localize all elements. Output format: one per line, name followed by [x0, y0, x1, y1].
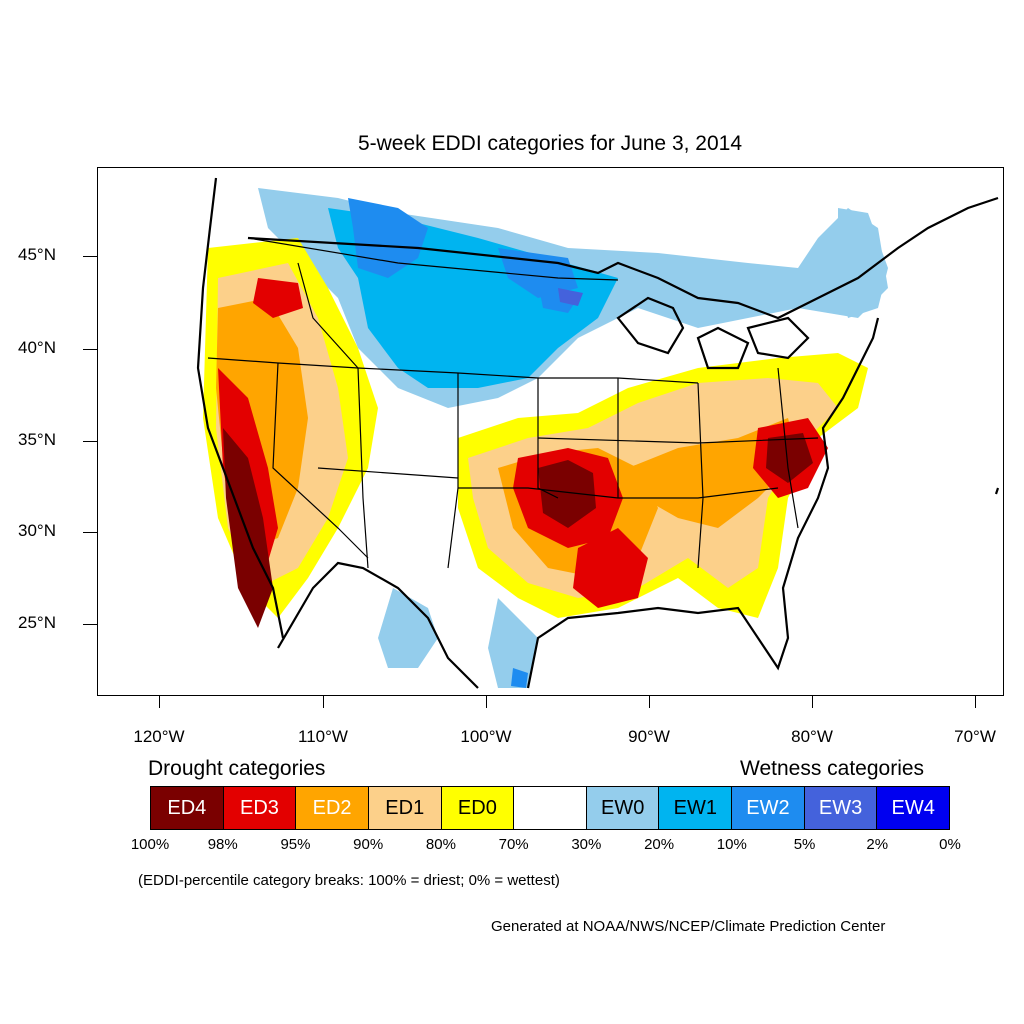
legend-box-ed3: ED3 — [223, 787, 297, 829]
lon-tick-90 — [649, 696, 650, 708]
percentile-label: 100% — [130, 836, 170, 853]
wet-region-ew1-northeast — [838, 208, 888, 318]
legend-box-ew4: EW4 — [877, 787, 950, 829]
lat-tick-25 — [83, 624, 97, 625]
lat-label-25: 25°N — [18, 613, 56, 632]
wet-region-ew3-patch — [558, 288, 583, 306]
percentile-label: 20% — [644, 836, 675, 853]
percentile-label: 80% — [425, 836, 456, 853]
percentile-label: 2% — [866, 836, 889, 853]
legend-colorbar: ED4 ED3 ED2 ED1 ED0 EW0 EW1 EW2 EW3 EW4 — [150, 786, 950, 830]
legend-box-ew0: EW0 — [586, 787, 660, 829]
lat-tick-30 — [83, 532, 97, 533]
lon-label-70: 70°W — [954, 727, 996, 746]
map-panel — [97, 167, 1004, 696]
state-boundaries — [207, 237, 819, 569]
percentile-label: 5% — [793, 836, 816, 853]
legend-box-ed4: ED4 — [151, 787, 224, 829]
lon-label-110: 110°W — [298, 727, 348, 746]
percentile-label: 30% — [571, 836, 602, 853]
drought-heading: Drought categories — [148, 757, 326, 780]
percentile-label: 98% — [207, 836, 238, 853]
legend-box-ed2: ED2 — [296, 787, 369, 829]
lon-label-100: 100°W — [460, 727, 512, 746]
lat-label-45: 45°N — [18, 245, 56, 264]
legend-box-ew1: EW1 — [659, 787, 733, 829]
lon-tick-80 — [812, 696, 813, 708]
drought-region-ed2 — [216, 298, 798, 578]
lon-tick-120 — [159, 696, 160, 708]
lon-tick-110 — [323, 696, 324, 708]
percentile-label: 70% — [498, 836, 529, 853]
legend-box-ew2: EW2 — [732, 787, 805, 829]
lon-tick-100 — [486, 696, 487, 708]
legend-box-ew3: EW3 — [804, 787, 878, 829]
coastline — [196, 177, 1000, 689]
lat-label-30: 30°N — [18, 521, 56, 540]
eddi-map — [196, 177, 1000, 689]
lon-label-80: 80°W — [791, 727, 833, 746]
credit-line: Generated at NOAA/NWS/NCEP/Climate Predi… — [491, 918, 886, 935]
lat-label-35: 35°N — [18, 430, 56, 449]
drought-region-ed3 — [218, 278, 828, 608]
lat-tick-45 — [83, 256, 97, 257]
wetness-heading: Wetness categories — [740, 757, 925, 780]
map-title: 5-week EDDI categories for June 3, 2014 — [357, 132, 743, 155]
lat-tick-40 — [83, 349, 97, 350]
percentile-label: 0% — [939, 836, 961, 853]
percentile-label: 10% — [716, 836, 747, 853]
lat-tick-35 — [83, 441, 97, 442]
category-note: (EDDI-percentile category breaks: 100% =… — [138, 872, 560, 889]
lat-label-40: 40°N — [18, 338, 56, 357]
legend-box-ed1: ED1 — [368, 787, 442, 829]
legend-box-neutral — [514, 787, 587, 829]
lon-label-120: 120°W — [133, 727, 185, 746]
percentile-label: 95% — [280, 836, 311, 853]
wet-region-ew2-north — [348, 198, 578, 313]
lon-label-90: 90°W — [628, 727, 670, 746]
wet-region-ew0-southwest — [378, 588, 538, 688]
wet-region-ew2-texas-coast — [511, 668, 528, 688]
percentile-label: 90% — [353, 836, 384, 853]
lon-tick-70 — [975, 696, 976, 708]
legend-box-ed0: ED0 — [441, 787, 515, 829]
